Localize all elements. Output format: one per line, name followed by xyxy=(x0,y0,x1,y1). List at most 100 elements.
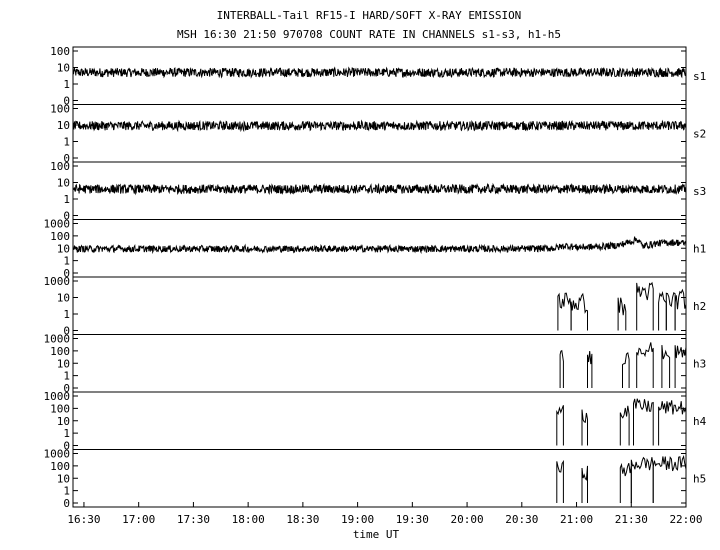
panel-frame xyxy=(72,334,687,393)
channel-label-s3: s3 xyxy=(693,185,706,198)
series-h1 xyxy=(73,236,686,255)
y-tick-label: 10 xyxy=(57,62,70,75)
x-tick-label: 21:30 xyxy=(615,513,648,526)
burst-h2-1 xyxy=(570,292,588,331)
y-tick-label: 0 xyxy=(63,440,70,453)
burst-h5-2 xyxy=(619,462,632,503)
channel-label-h4: h4 xyxy=(693,415,707,428)
y-tick-label: 10 xyxy=(57,242,70,255)
burst-h2-6 xyxy=(674,288,686,331)
channel-label-h3: h3 xyxy=(693,357,706,370)
burst-h3-0 xyxy=(559,349,564,388)
burst-h4-2 xyxy=(619,405,630,446)
burst-h5-4 xyxy=(652,454,686,503)
x-tick-label: 20:30 xyxy=(505,513,538,526)
burst-h3-4 xyxy=(661,345,671,388)
y-tick-label: 1 xyxy=(63,485,70,498)
channel-panels: 1001010s11001010s21001010s310001001010h1… xyxy=(44,45,707,510)
x-axis-label: time UT xyxy=(353,528,400,541)
burst-h5-0 xyxy=(556,459,564,503)
series-s3 xyxy=(73,182,686,196)
y-tick-label: 0 xyxy=(63,382,70,395)
y-tick-label: 100 xyxy=(50,345,70,358)
burst-h2-0 xyxy=(557,292,572,331)
y-tick-label: 1000 xyxy=(44,275,71,288)
y-tick-label: 0 xyxy=(63,497,70,510)
y-tick-label: 100 xyxy=(50,402,70,415)
series-s1 xyxy=(73,66,686,79)
y-tick-label: 1 xyxy=(63,136,70,149)
x-tick-label: 17:00 xyxy=(122,513,155,526)
panel-frame xyxy=(72,104,687,163)
y-tick-label: 10 xyxy=(57,292,70,305)
burst-h5-1 xyxy=(581,465,588,503)
burst-h3-3 xyxy=(636,342,654,388)
x-tick-label: 20:00 xyxy=(451,513,484,526)
burst-h2-5 xyxy=(665,291,676,331)
x-tick-label: 18:00 xyxy=(232,513,265,526)
y-tick-label: 1 xyxy=(63,255,70,268)
y-tick-label: 1 xyxy=(63,370,70,383)
x-tick-label: 21:00 xyxy=(560,513,593,526)
y-tick-label: 1000 xyxy=(44,218,71,231)
y-tick-label: 0 xyxy=(63,95,70,108)
burst-h4-3 xyxy=(633,398,654,446)
panel-frame xyxy=(72,276,687,335)
y-tick-label: 1000 xyxy=(44,333,71,346)
burst-h2-2 xyxy=(617,297,627,331)
x-axis-ticks: 16:30 17:00 17:30 18:00 18:30 19:00 19:30 20:00… xyxy=(67,502,703,526)
burst-h3-2 xyxy=(622,351,630,388)
y-tick-label: 1 xyxy=(63,78,70,91)
burst-h2-3 xyxy=(636,281,654,331)
y-tick-label: 1 xyxy=(63,193,70,206)
x-tick-label: 17:30 xyxy=(177,513,210,526)
chart-subtitle: MSH 16:30 21:50 970708 COUNT RATE IN CHA… xyxy=(177,28,561,41)
channel-label-s1: s1 xyxy=(693,70,706,83)
panel-frame xyxy=(72,449,687,508)
y-tick-label: 0 xyxy=(63,325,70,338)
channel-label-h5: h5 xyxy=(693,472,706,485)
burst-h4-1 xyxy=(581,409,588,446)
chart-title: INTERBALL-Tail RF15-I HARD/SOFT X-RAY EM… xyxy=(217,9,522,22)
y-tick-label: 10 xyxy=(57,472,70,485)
burst-h5-3 xyxy=(630,456,654,503)
burst-h2-4 xyxy=(658,290,667,331)
y-tick-label: 0 xyxy=(63,152,70,165)
series-s2 xyxy=(73,119,686,133)
y-tick-label: 10 xyxy=(57,415,70,428)
x-tick-label: 18:30 xyxy=(286,513,319,526)
burst-h4-0 xyxy=(556,405,564,446)
channel-label-s2: s2 xyxy=(693,127,706,140)
y-tick-label: 100 xyxy=(50,160,70,173)
burst-h3-5 xyxy=(674,345,686,388)
y-tick-label: 100 xyxy=(50,230,70,243)
y-tick-label: 0 xyxy=(63,210,70,223)
y-tick-label: 1 xyxy=(63,427,70,440)
y-tick-label: 10 xyxy=(57,177,70,190)
burst-h4-4 xyxy=(658,400,686,446)
y-tick-label: 10 xyxy=(57,357,70,370)
x-tick-label: 16:30 xyxy=(67,513,100,526)
y-tick-label: 100 xyxy=(50,45,70,58)
x-tick-label: 19:00 xyxy=(341,513,374,526)
burst-h3-1 xyxy=(587,351,593,388)
y-tick-label: 100 xyxy=(50,460,70,473)
y-tick-label: 1000 xyxy=(44,448,71,461)
y-tick-label: 0 xyxy=(63,267,70,280)
y-tick-label: 1000 xyxy=(44,390,71,403)
y-tick-label: 100 xyxy=(50,103,70,116)
y-tick-label: 10 xyxy=(57,119,70,132)
channel-label-h2: h2 xyxy=(693,300,706,313)
y-tick-label: 1 xyxy=(63,308,70,321)
panel-frame xyxy=(72,391,687,450)
channel-label-h1: h1 xyxy=(693,242,706,255)
x-tick-label: 19:30 xyxy=(396,513,429,526)
